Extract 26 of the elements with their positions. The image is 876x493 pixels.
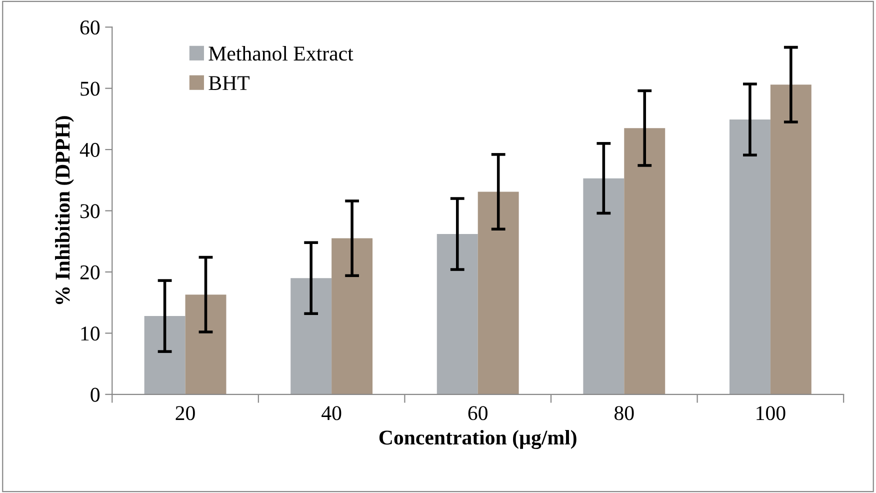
bar: [185, 294, 226, 394]
x-tick-label: 60: [468, 406, 488, 420]
y-tick-label: 0: [90, 388, 100, 402]
bar: [478, 192, 519, 394]
bar: [770, 84, 812, 394]
y-tick-label: 40: [80, 142, 100, 157]
y-axis-title: % Inhibition (DPPH): [55, 116, 74, 304]
bar: [729, 120, 770, 394]
bar: [332, 238, 373, 394]
bar: [144, 316, 186, 394]
y-tick-label: 60: [80, 20, 100, 35]
y-tick-label: 30: [80, 204, 100, 218]
y-tick-label: 50: [80, 82, 100, 96]
bar: [624, 128, 666, 394]
legend-label: Methanol Extract: [208, 46, 354, 61]
bar: [290, 278, 332, 394]
x-tick-label: 40: [322, 406, 342, 420]
y-tick-label: 10: [81, 326, 100, 341]
x-tick-label: 100: [756, 406, 786, 420]
legend-label: BHT: [208, 76, 250, 90]
bar: [583, 178, 624, 394]
bar: [436, 234, 478, 394]
x-tick-label: 80: [614, 406, 634, 420]
x-axis-title: Concentration (µg/ml): [379, 430, 576, 450]
x-tick-label: 20: [176, 406, 195, 420]
y-tick-label: 20: [80, 265, 100, 280]
